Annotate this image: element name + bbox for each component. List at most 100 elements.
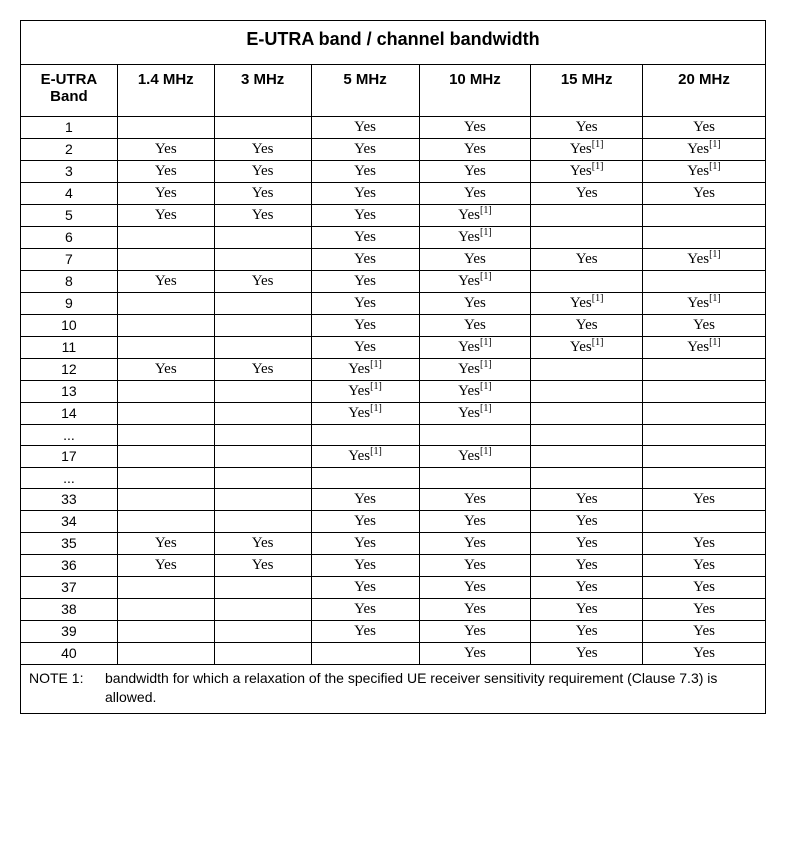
table-footnote: NOTE 1:bandwidth for which a relaxation … xyxy=(21,665,766,714)
band-cell: 35 xyxy=(21,533,118,555)
value-cell: Yes xyxy=(531,533,643,555)
value-cell: Yes[1] xyxy=(531,337,643,359)
value-cell xyxy=(643,468,766,489)
table-row: 33YesYesYesYes xyxy=(21,489,766,511)
value-cell xyxy=(214,337,311,359)
value-cell xyxy=(117,489,214,511)
value-cell: Yes xyxy=(419,621,531,643)
column-header: 3 MHz xyxy=(214,65,311,117)
table-row: 1YesYesYesYes xyxy=(21,117,766,139)
value-cell: Yes xyxy=(311,139,419,161)
value-cell: Yes[1] xyxy=(419,337,531,359)
value-cell xyxy=(311,425,419,446)
value-cell xyxy=(214,403,311,425)
value-cell: Yes xyxy=(419,161,531,183)
value-cell xyxy=(214,315,311,337)
band-cell: 11 xyxy=(21,337,118,359)
band-cell: 2 xyxy=(21,139,118,161)
value-cell: Yes xyxy=(419,555,531,577)
value-cell xyxy=(117,468,214,489)
value-cell: Yes[1] xyxy=(419,271,531,293)
value-cell: Yes xyxy=(311,533,419,555)
value-cell: Yes[1] xyxy=(419,227,531,249)
column-header: 20 MHz xyxy=(643,65,766,117)
band-cell: 4 xyxy=(21,183,118,205)
value-cell xyxy=(214,489,311,511)
value-cell xyxy=(643,381,766,403)
value-cell xyxy=(214,468,311,489)
band-cell: 40 xyxy=(21,643,118,665)
value-cell: Yes xyxy=(419,249,531,271)
band-cell: ... xyxy=(21,425,118,446)
value-cell xyxy=(117,621,214,643)
value-cell: Yes xyxy=(643,183,766,205)
table-header-row: E-UTRABand1.4 MHz3 MHz5 MHz10 MHz15 MHz2… xyxy=(21,65,766,117)
value-cell xyxy=(531,446,643,468)
table-row: 11YesYes[1]Yes[1]Yes[1] xyxy=(21,337,766,359)
band-cell: 8 xyxy=(21,271,118,293)
table-body: 1YesYesYesYes2YesYesYesYesYes[1]Yes[1]3Y… xyxy=(21,117,766,665)
value-cell: Yes xyxy=(311,183,419,205)
value-cell: Yes[1] xyxy=(419,205,531,227)
value-cell xyxy=(531,359,643,381)
value-cell: Yes xyxy=(531,117,643,139)
value-cell: Yes[1] xyxy=(419,359,531,381)
value-cell xyxy=(117,425,214,446)
value-cell xyxy=(117,446,214,468)
band-cell: 17 xyxy=(21,446,118,468)
value-cell xyxy=(214,227,311,249)
band-cell: 5 xyxy=(21,205,118,227)
value-cell xyxy=(117,337,214,359)
table-row: 36YesYesYesYesYesYes xyxy=(21,555,766,577)
table-row: 4YesYesYesYesYesYes xyxy=(21,183,766,205)
value-cell xyxy=(531,425,643,446)
value-cell: Yes xyxy=(643,577,766,599)
value-cell xyxy=(419,468,531,489)
value-cell xyxy=(214,293,311,315)
value-cell xyxy=(214,577,311,599)
value-cell xyxy=(214,621,311,643)
value-cell: Yes xyxy=(531,511,643,533)
value-cell xyxy=(117,315,214,337)
value-cell: Yes xyxy=(643,315,766,337)
column-header: 5 MHz xyxy=(311,65,419,117)
value-cell: Yes[1] xyxy=(643,337,766,359)
value-cell xyxy=(214,381,311,403)
value-cell: Yes[1] xyxy=(311,359,419,381)
value-cell xyxy=(117,249,214,271)
table-row: 9YesYesYes[1]Yes[1] xyxy=(21,293,766,315)
value-cell xyxy=(643,205,766,227)
band-cell: 7 xyxy=(21,249,118,271)
value-cell: Yes xyxy=(311,621,419,643)
value-cell: Yes xyxy=(214,139,311,161)
value-cell: Yes xyxy=(419,533,531,555)
value-cell xyxy=(117,511,214,533)
band-cell: 9 xyxy=(21,293,118,315)
value-cell xyxy=(214,425,311,446)
value-cell: Yes xyxy=(419,489,531,511)
value-cell: Yes xyxy=(311,205,419,227)
table-row: 7YesYesYesYes[1] xyxy=(21,249,766,271)
value-cell: Yes xyxy=(214,359,311,381)
band-cell: 39 xyxy=(21,621,118,643)
value-cell: Yes xyxy=(419,511,531,533)
table-row: 35YesYesYesYesYesYes xyxy=(21,533,766,555)
value-cell: Yes xyxy=(214,533,311,555)
value-cell: Yes xyxy=(531,489,643,511)
value-cell: Yes xyxy=(419,599,531,621)
table-row: 10YesYesYesYes xyxy=(21,315,766,337)
value-cell xyxy=(643,425,766,446)
value-cell: Yes[1] xyxy=(311,381,419,403)
value-cell: Yes xyxy=(419,577,531,599)
value-cell: Yes xyxy=(311,117,419,139)
table-row: 3YesYesYesYesYes[1]Yes[1] xyxy=(21,161,766,183)
value-cell: Yes xyxy=(117,271,214,293)
value-cell: Yes xyxy=(531,577,643,599)
value-cell: Yes xyxy=(419,117,531,139)
value-cell xyxy=(214,599,311,621)
value-cell: Yes xyxy=(214,271,311,293)
value-cell xyxy=(531,205,643,227)
value-cell xyxy=(117,403,214,425)
value-cell xyxy=(214,643,311,665)
table-row: 14Yes[1]Yes[1] xyxy=(21,403,766,425)
